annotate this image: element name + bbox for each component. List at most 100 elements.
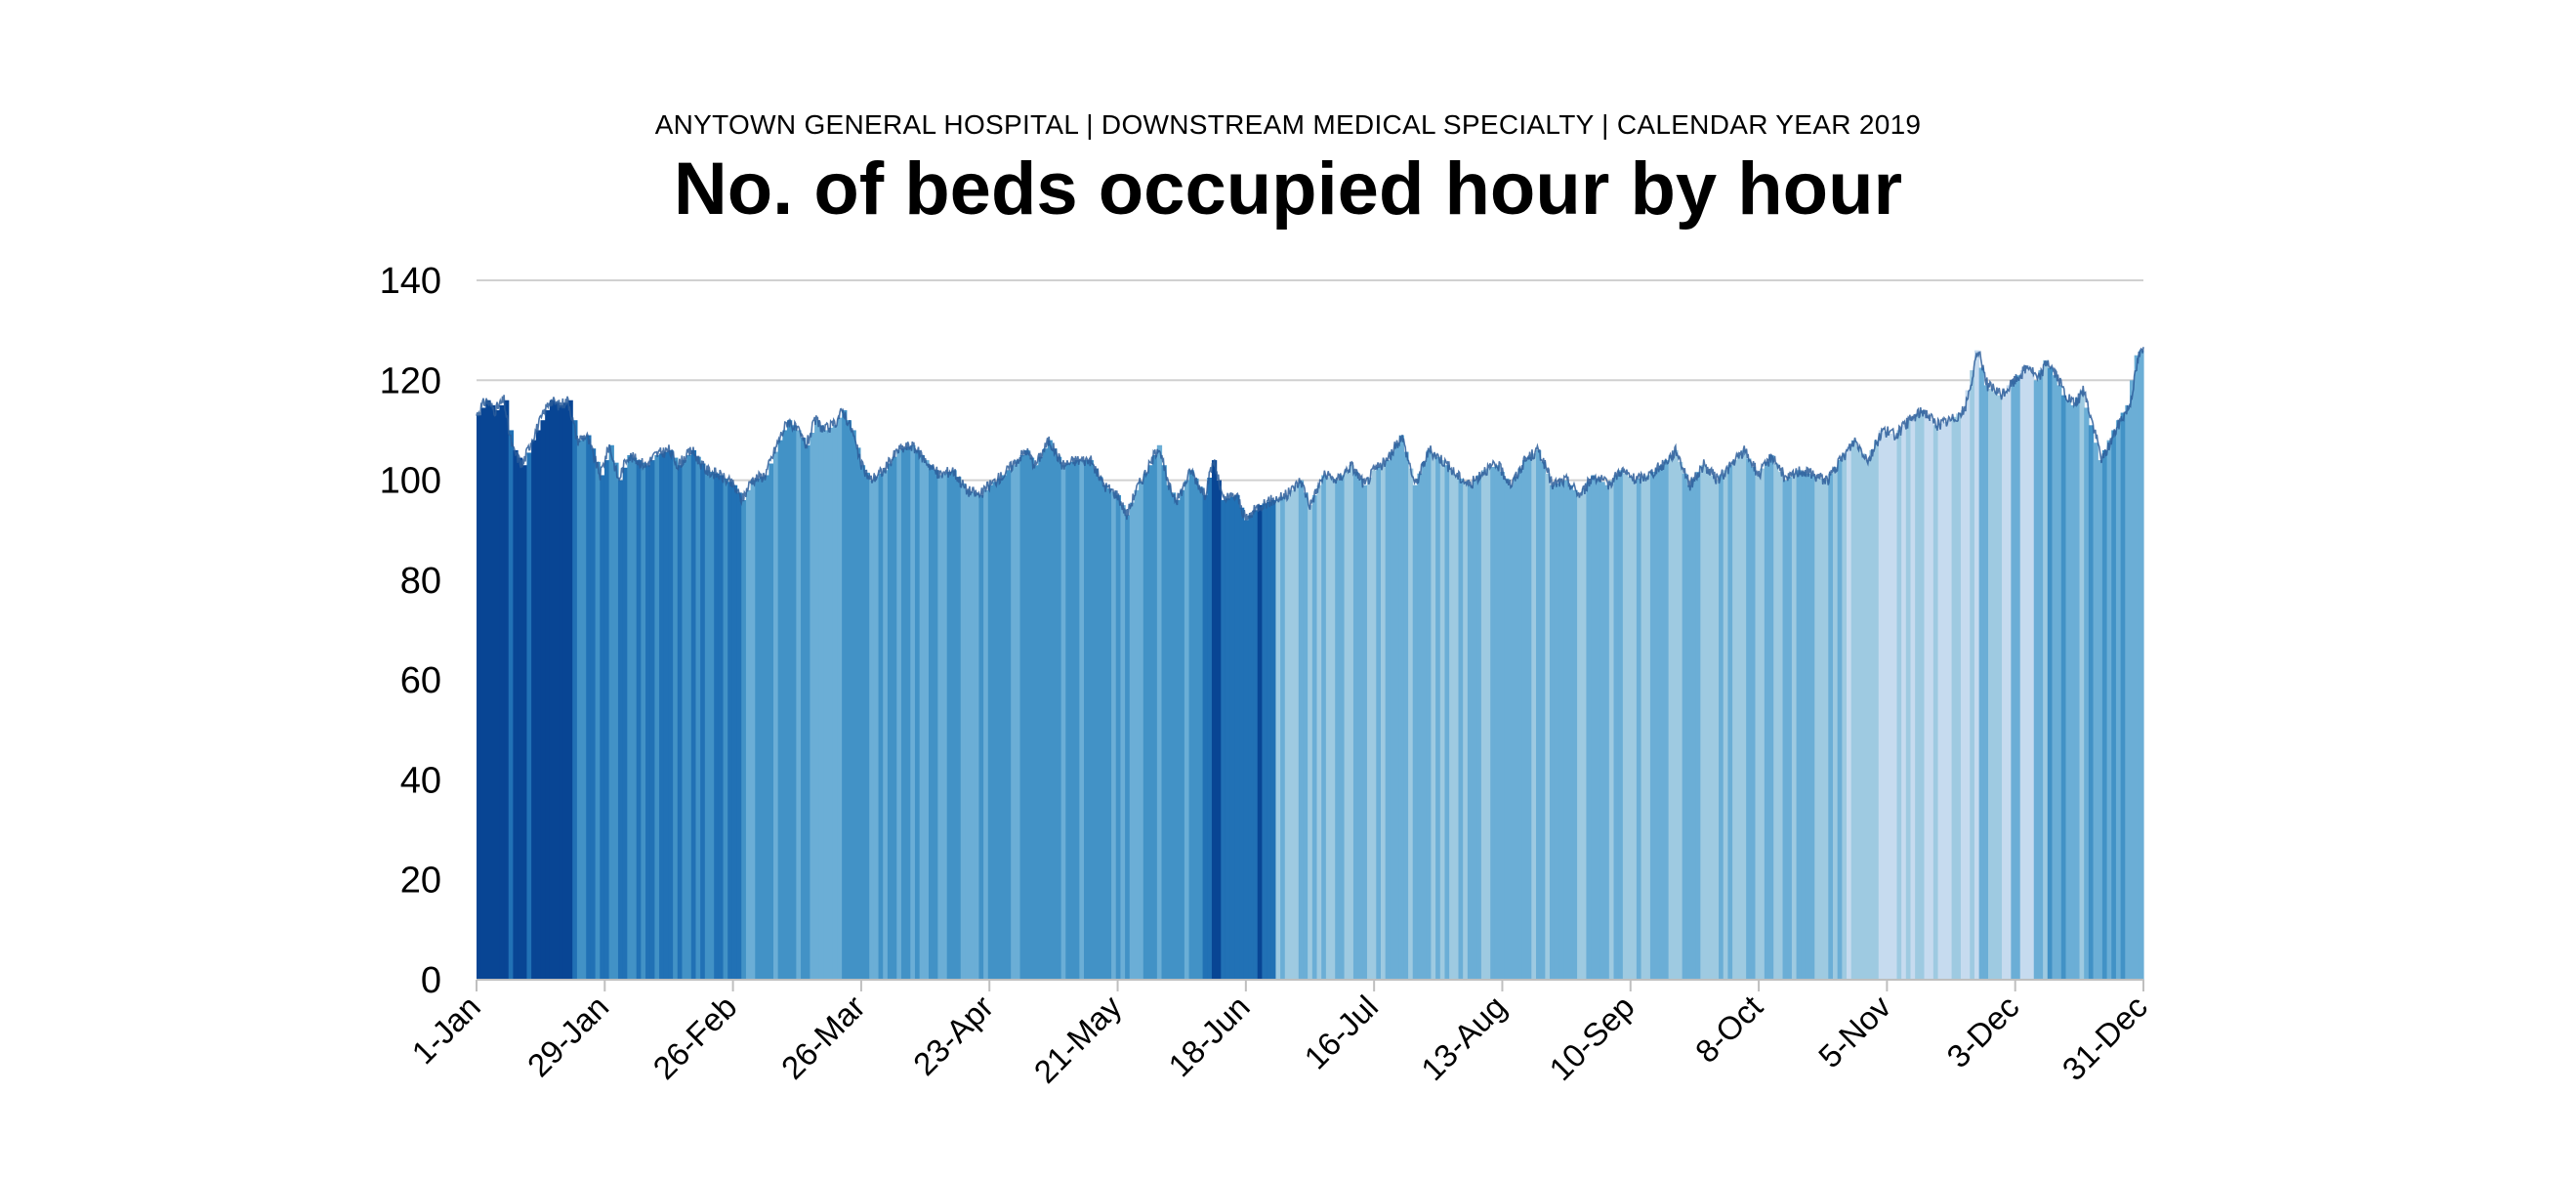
day-bar	[2111, 430, 2117, 980]
day-bar	[1275, 498, 1281, 980]
day-bar	[1298, 480, 1305, 980]
day-bar	[2088, 425, 2095, 980]
day-bar	[892, 456, 897, 980]
day-bar	[1321, 475, 1327, 981]
day-bar	[960, 483, 967, 980]
day-bar	[513, 449, 519, 980]
day-bar	[2139, 350, 2144, 981]
day-bar	[1901, 425, 1907, 980]
day-bar	[1654, 468, 1660, 980]
day-bar	[1618, 470, 1624, 981]
day-bar	[1608, 480, 1615, 980]
day-bar	[627, 455, 633, 980]
day-bar	[608, 444, 614, 980]
day-bar	[1531, 453, 1537, 980]
day-bar	[549, 400, 556, 980]
day-bar	[1591, 475, 1597, 981]
x-tick-label: 29-Jan	[520, 989, 616, 1084]
day-bar	[983, 489, 989, 980]
day-bar	[1101, 484, 1107, 980]
day-bar	[769, 463, 774, 980]
day-bar	[1394, 443, 1400, 980]
day-bar	[1869, 449, 1875, 980]
day-bar	[2006, 385, 2012, 980]
y-tick-label: 20	[400, 861, 441, 902]
day-bar	[787, 420, 793, 980]
day-bar	[1864, 460, 1870, 980]
day-bar	[1422, 461, 1428, 980]
day-bar	[632, 457, 638, 980]
day-bar	[727, 482, 733, 980]
day-bar	[1398, 435, 1404, 980]
day-bar	[1480, 470, 1487, 981]
x-tick-label: 16-Jul	[1297, 989, 1385, 1076]
day-bar	[1888, 433, 1893, 981]
day-bar	[1741, 449, 1747, 980]
day-bar	[1006, 470, 1012, 981]
y-tick-label: 80	[400, 561, 441, 602]
day-bar	[1284, 494, 1291, 980]
day-bar	[1253, 510, 1259, 980]
day-bar	[2134, 355, 2140, 981]
day-bar	[2060, 395, 2067, 980]
day-bar	[1924, 415, 1930, 981]
y-tick-label: 140	[380, 261, 441, 302]
day-bar	[878, 473, 884, 980]
day-bar	[1366, 478, 1373, 980]
day-bar	[1860, 453, 1866, 980]
day-bar	[1038, 456, 1044, 980]
day-bar	[518, 457, 523, 980]
day-bar	[477, 415, 482, 981]
day-bar	[810, 432, 815, 980]
day-bar	[673, 457, 679, 980]
hourly-line	[476, 347, 2144, 521]
day-bar	[1357, 478, 1363, 980]
day-bar	[750, 480, 756, 980]
day-bar	[1015, 460, 1021, 980]
day-bar	[873, 477, 880, 980]
day-bar	[1408, 468, 1414, 980]
day-bar	[2115, 420, 2122, 980]
day-bar	[649, 460, 655, 980]
day-bar	[864, 472, 870, 980]
day-bar	[1390, 451, 1395, 981]
day-bar	[1974, 350, 1980, 981]
day-bar	[914, 449, 921, 980]
day-bar	[1891, 435, 1898, 980]
day-bar	[1499, 472, 1505, 980]
day-bar	[1193, 478, 1199, 980]
day-bar	[554, 402, 560, 980]
day-bar	[1905, 420, 1912, 980]
day-bar	[1335, 480, 1341, 980]
day-bar	[731, 484, 738, 980]
day-bar	[1065, 463, 1071, 980]
day-bar	[2070, 404, 2076, 980]
day-bar	[1362, 484, 1368, 980]
day-bar	[2024, 364, 2030, 980]
x-tick-label: 26-Mar	[774, 989, 872, 1086]
day-bar	[1855, 446, 1861, 981]
day-bar	[2015, 375, 2021, 980]
day-bar	[2093, 442, 2098, 981]
day-bar	[2057, 385, 2062, 980]
day-bar	[1024, 449, 1030, 980]
day-bar	[1485, 468, 1491, 980]
day-bar	[1787, 477, 1793, 980]
day-bar	[508, 430, 515, 980]
day-bar	[937, 475, 943, 981]
day-bar	[1663, 460, 1670, 980]
day-bar	[1280, 496, 1286, 980]
day-bar	[1093, 468, 1099, 980]
day-bar	[613, 462, 619, 980]
day-bar	[1837, 460, 1843, 980]
day-bar	[668, 449, 674, 980]
day-bar	[1074, 460, 1080, 980]
day-bar	[1932, 425, 1939, 980]
day-bar	[1695, 472, 1701, 980]
day-bar	[1371, 470, 1377, 981]
day-bar	[1645, 475, 1651, 981]
day-bar	[997, 478, 1003, 980]
day-bar	[1814, 477, 1820, 980]
day-bar	[1768, 455, 1774, 980]
